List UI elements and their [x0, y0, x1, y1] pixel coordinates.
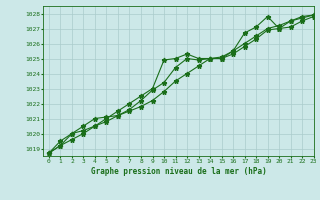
X-axis label: Graphe pression niveau de la mer (hPa): Graphe pression niveau de la mer (hPa) — [91, 167, 266, 176]
